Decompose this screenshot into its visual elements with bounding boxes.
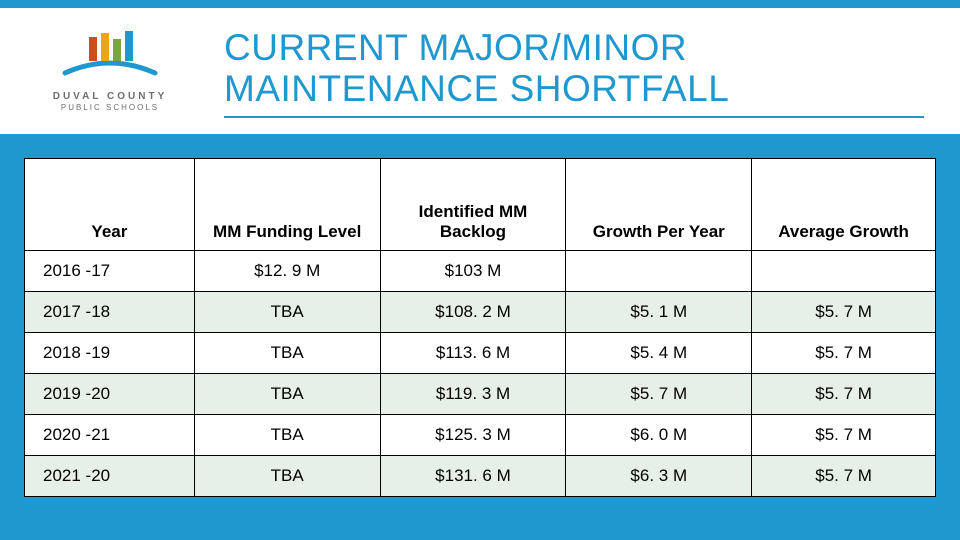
table-row: 2016 -17$12. 9 M$103 M: [25, 251, 936, 292]
slide: DUVAL COUNTY PUBLIC SCHOOLS CURRENT MAJO…: [0, 0, 960, 540]
table-cell: $113. 6 M: [380, 333, 566, 374]
top-accent-bar: [0, 0, 960, 8]
table-row: 2020 -21TBA$125. 3 M$6. 0 M$5. 7 M: [25, 415, 936, 456]
col-year: Year: [25, 159, 195, 251]
table-cell: $12. 9 M: [194, 251, 380, 292]
col-growth-year: Growth Per Year: [566, 159, 752, 251]
title-block: CURRENT MAJOR/MINOR MAINTENANCE SHORTFAL…: [190, 28, 960, 109]
table-header-row: Year MM Funding Level Identified MM Back…: [25, 159, 936, 251]
logo-icon: [55, 27, 165, 89]
table-row: 2017 -18TBA$108. 2 M$5. 1 M$5. 7 M: [25, 292, 936, 333]
logo-text-line2: PUBLIC SCHOOLS: [61, 103, 159, 112]
table-row: 2018 -19TBA$113. 6 M$5. 4 M$5. 7 M: [25, 333, 936, 374]
table-cell: $5. 1 M: [566, 292, 752, 333]
table-cell: $103 M: [380, 251, 566, 292]
table-cell: 2021 -20: [25, 456, 195, 497]
page-title: CURRENT MAJOR/MINOR MAINTENANCE SHORTFAL…: [224, 28, 960, 109]
col-avg-growth: Average Growth: [752, 159, 936, 251]
logo-text-line1: DUVAL COUNTY: [53, 91, 168, 102]
table-cell: 2020 -21: [25, 415, 195, 456]
title-line2: MAINTENANCE SHORTFALL: [224, 68, 729, 109]
table-row: 2019 -20TBA$119. 3 M$5. 7 M$5. 7 M: [25, 374, 936, 415]
table-cell: $5. 4 M: [566, 333, 752, 374]
table-cell: $6. 0 M: [566, 415, 752, 456]
table-body: 2016 -17$12. 9 M$103 M2017 -18TBA$108. 2…: [25, 251, 936, 497]
table-cell: [566, 251, 752, 292]
table-cell: $108. 2 M: [380, 292, 566, 333]
table-cell: TBA: [194, 292, 380, 333]
table-cell: 2019 -20: [25, 374, 195, 415]
table-cell: $131. 6 M: [380, 456, 566, 497]
table-cell: 2018 -19: [25, 333, 195, 374]
title-line1: CURRENT MAJOR/MINOR: [224, 27, 687, 68]
shortfall-table: Year MM Funding Level Identified MM Back…: [24, 158, 936, 497]
table-cell: $5. 7 M: [752, 292, 936, 333]
table-cell: 2017 -18: [25, 292, 195, 333]
col-funding-level: MM Funding Level: [194, 159, 380, 251]
table-cell: $125. 3 M: [380, 415, 566, 456]
table-cell: $5. 7 M: [566, 374, 752, 415]
table-cell: $6. 3 M: [566, 456, 752, 497]
table-cell: 2016 -17: [25, 251, 195, 292]
table-cell: [752, 251, 936, 292]
logo: DUVAL COUNTY PUBLIC SCHOOLS: [0, 27, 190, 112]
header: DUVAL COUNTY PUBLIC SCHOOLS CURRENT MAJO…: [0, 14, 960, 124]
col-backlog: Identified MM Backlog: [380, 159, 566, 251]
shortfall-table-wrap: Year MM Funding Level Identified MM Back…: [24, 158, 936, 497]
table-cell: $5. 7 M: [752, 374, 936, 415]
table-row: 2021 -20TBA$131. 6 M$6. 3 M$5. 7 M: [25, 456, 936, 497]
title-underline: [224, 116, 924, 118]
table-cell: TBA: [194, 415, 380, 456]
table-cell: $5. 7 M: [752, 415, 936, 456]
table-cell: $5. 7 M: [752, 333, 936, 374]
table-cell: TBA: [194, 333, 380, 374]
table-cell: $119. 3 M: [380, 374, 566, 415]
table-cell: TBA: [194, 374, 380, 415]
table-cell: $5. 7 M: [752, 456, 936, 497]
table-cell: TBA: [194, 456, 380, 497]
